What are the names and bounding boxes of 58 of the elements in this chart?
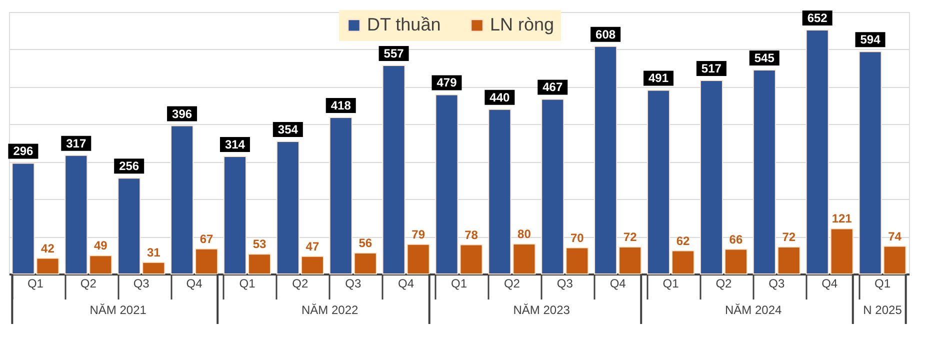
data-label: 256 — [119, 159, 140, 174]
data-label: 545 — [754, 51, 775, 66]
x-tick-label: Q4 — [398, 276, 414, 290]
data-label: 557 — [384, 46, 404, 61]
data-label: 78 — [464, 228, 478, 242]
legend-label: DT thuần — [367, 14, 441, 34]
data-label: 31 — [146, 245, 161, 260]
text: NĂM 2021 — [90, 303, 147, 317]
x-tick-label: Q4 — [822, 276, 838, 290]
data-label: 49 — [94, 238, 108, 253]
text: NĂM 2022 — [301, 303, 358, 317]
x-tick-label: Q3 — [133, 276, 150, 290]
text: N 2025 — [863, 303, 902, 317]
data-label: 70 — [570, 230, 584, 245]
data-label: 314 — [224, 137, 246, 152]
x-tick-label: Q4 — [610, 276, 626, 290]
x-tick-label: Q1 — [874, 276, 891, 290]
x-tick-label: Q2 — [504, 276, 520, 290]
data-label: 80 — [518, 227, 532, 242]
data-label: 594 — [860, 32, 881, 47]
data-label: 62 — [676, 234, 690, 248]
x-tick-label: Q3 — [556, 276, 574, 290]
legend-label: LN ròng — [490, 14, 554, 34]
data-label: 317 — [66, 136, 86, 150]
data-label: 418 — [330, 98, 352, 113]
data-label: 491 — [648, 71, 669, 86]
x-tick-label: Q2 — [716, 276, 732, 290]
x-tick-label: Q1 — [27, 276, 44, 290]
data-label: 296 — [13, 144, 34, 158]
x-tick-label: Q2 — [292, 276, 309, 290]
data-label: 354 — [278, 122, 298, 137]
data-label: 479 — [436, 76, 458, 90]
text: NĂM 2024 — [725, 303, 782, 317]
x-tick-label: Q1 — [662, 276, 680, 290]
data-label: 56 — [358, 236, 372, 250]
text: NĂM 2023 — [513, 303, 570, 317]
data-label: 74 — [888, 229, 902, 244]
data-label: 467 — [542, 80, 563, 94]
data-label: 652 — [807, 10, 828, 25]
x-tick-label: Q3 — [345, 276, 362, 290]
data-label: 47 — [306, 239, 320, 254]
data-label: 517 — [701, 61, 722, 76]
x-tick-label: Q2 — [80, 276, 97, 290]
data-label: 440 — [490, 90, 510, 104]
x-tick-label: Q1 — [450, 276, 468, 290]
data-label: 67 — [200, 232, 214, 246]
data-label: 42 — [41, 241, 55, 256]
data-label: 66 — [729, 232, 743, 246]
x-tick-label: Q4 — [186, 276, 203, 290]
data-label: 121 — [832, 212, 852, 226]
data-label: 608 — [596, 27, 616, 42]
data-label: 53 — [252, 237, 266, 252]
x-tick-label: Q1 — [239, 276, 256, 290]
data-label: 72 — [782, 230, 796, 244]
data-label: 396 — [172, 106, 192, 121]
x-tick-label: Q3 — [768, 276, 785, 290]
data-label: 79 — [412, 227, 426, 242]
data-label: 72 — [623, 230, 638, 244]
